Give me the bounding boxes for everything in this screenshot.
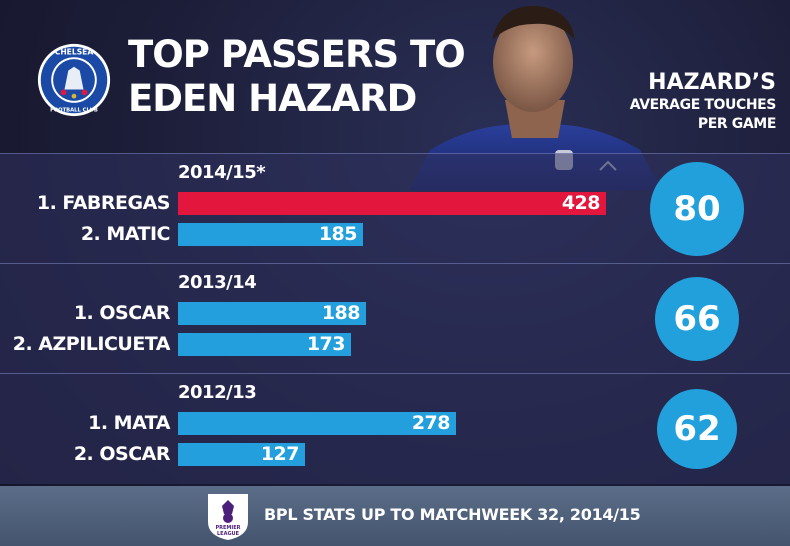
chelsea-crest-icon: CHELSEA FOOTBALL CLUB (37, 43, 111, 117)
heading-line-1: HAZARD’S (648, 70, 776, 95)
pass-value-label: 278 (411, 412, 451, 434)
player-row: 2. AZPILICUETA 173 (0, 333, 640, 356)
pass-value-label: 428 (561, 192, 601, 214)
svg-text:LEAGUE: LEAGUE (217, 531, 240, 537)
average-touches-heading: HAZARD’S AVERAGE TOUCHES PER GAME (606, 70, 777, 134)
title-line-2: EDEN HAZARD (128, 77, 417, 120)
average-touches-circle: 62 (657, 389, 737, 469)
player-row: 1. OSCAR 188 (0, 302, 640, 325)
pass-bar (178, 333, 351, 356)
average-touches-circle: 80 (650, 162, 744, 256)
average-touches-circle: 66 (655, 277, 739, 361)
svg-text:CHELSEA: CHELSEA (55, 47, 94, 56)
player-row: 2. OSCAR 127 (0, 443, 640, 466)
season-section: 2014/15* 1. FABREGAS 428 2. MATIC 185 80 (0, 153, 790, 264)
pass-value-label: 185 (318, 223, 358, 245)
heading-line-3: PER GAME (697, 116, 777, 132)
pass-bar (178, 223, 363, 246)
svg-text:PREMIER: PREMIER (215, 525, 240, 531)
season-label: 2013/14 (178, 272, 257, 293)
premier-league-logo-icon: PREMIER LEAGUE (208, 494, 248, 540)
pass-value-label: 188 (321, 302, 361, 324)
player-name: 2. AZPILICUETA (12, 333, 171, 355)
title-line-1: TOP PASSERS TO (128, 33, 466, 76)
season-section: 2013/14 1. OSCAR 188 2. AZPILICUETA 173 66 (0, 263, 790, 374)
pass-bar (178, 302, 366, 325)
season-label: 2012/13 (178, 382, 257, 403)
player-row: 1. MATA 278 (0, 412, 640, 435)
header: CHELSEA FOOTBALL CLUB TOP PASSERS TO EDE… (0, 0, 790, 190)
season-section: 2012/13 1. MATA 278 2. OSCAR 127 62 (0, 373, 790, 484)
pass-bar (178, 192, 606, 215)
player-name: 2. MATIC (80, 223, 171, 245)
footer: PREMIER LEAGUE BPL STATS UP TO MATCHWEEK… (0, 486, 790, 546)
page-title: TOP PASSERS TO EDEN HAZARD (128, 33, 466, 121)
pass-bar (178, 412, 456, 435)
player-name: 1. OSCAR (73, 302, 171, 324)
heading-line-2: AVERAGE TOUCHES (629, 97, 777, 113)
player-name: 1. FABREGAS (36, 192, 171, 214)
season-label: 2014/15* (178, 162, 266, 183)
player-name: 1. MATA (88, 412, 170, 434)
player-row: 2. MATIC 185 (0, 223, 640, 246)
player-row: 1. FABREGAS 428 (0, 192, 640, 215)
pass-bar (178, 443, 305, 466)
pass-value-label: 127 (260, 443, 300, 465)
svg-text:FOOTBALL CLUB: FOOTBALL CLUB (50, 107, 98, 113)
footer-note: BPL STATS UP TO MATCHWEEK 32, 2014/15 (264, 505, 641, 524)
player-name: 2. OSCAR (73, 443, 171, 465)
pass-value-label: 173 (306, 333, 346, 355)
